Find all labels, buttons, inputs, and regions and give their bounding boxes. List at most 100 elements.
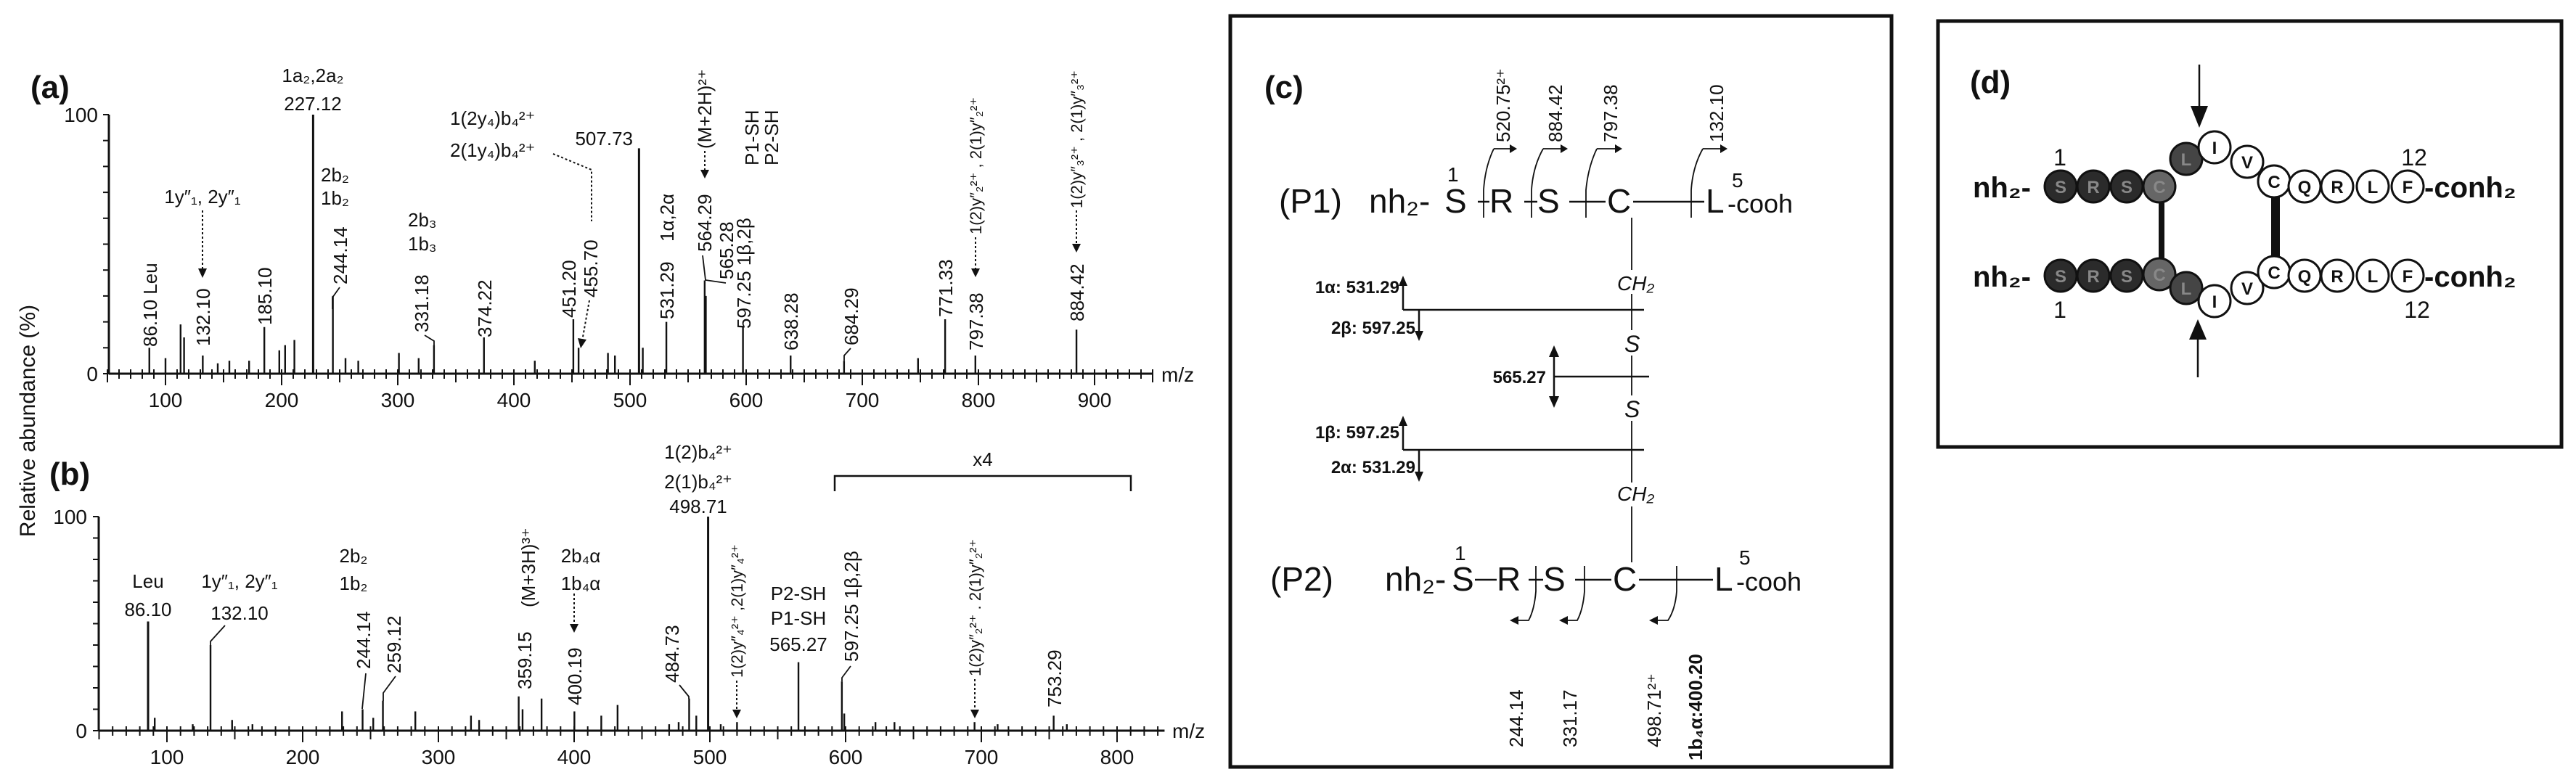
x-tick-label: 100: [149, 389, 183, 411]
bottom-residue-12-letter: F: [2403, 267, 2413, 287]
annotation-771: 771.33: [935, 259, 957, 317]
top-first-index: 1: [2053, 144, 2066, 171]
top-residue-4-circle: [2142, 169, 2177, 204]
annotation-565: 565.28: [716, 221, 737, 279]
cleavage-alpha2: 2α: 531.29: [1331, 458, 1415, 477]
annotation-1b2: 1b₂: [321, 187, 349, 209]
top-residue-1-letter: S: [2055, 178, 2066, 197]
x-tick-label: 700: [846, 389, 880, 411]
arrowhead-icon: [198, 268, 207, 278]
x-tick-label: 800: [962, 389, 996, 411]
annotation-244: 244.14: [353, 611, 375, 669]
annotation-b4-2: 2(1)b₄²⁺: [664, 471, 732, 493]
top-residue-4-letter: C: [2153, 178, 2165, 197]
x-tick-label: 400: [557, 746, 592, 768]
dotted-leader: [552, 153, 592, 221]
arrowhead-icon: [570, 624, 578, 633]
p2-residue-5: L: [1714, 560, 1733, 598]
annotation-p2sh: P2-SH: [771, 583, 827, 604]
panel-label-d: (d): [1970, 65, 2011, 100]
x-tick-label: 300: [381, 389, 415, 411]
bottom-residue-4-circle: [2142, 257, 2177, 292]
p2-fragment-1: 244.14: [1505, 689, 1527, 747]
annotation-2b2: 2b₂: [339, 545, 367, 567]
annotation-597: 597.25 1β,2β: [733, 218, 755, 329]
linker-s-top: S: [1624, 331, 1640, 357]
p2-fragment-2: 331.17: [1559, 689, 1581, 747]
annotation-564: 564.29: [694, 194, 716, 252]
p1-fragment-4: 132.10: [1706, 84, 1727, 142]
p1-fragment-3: 797.38: [1600, 84, 1622, 142]
top-last-index: 12: [2401, 144, 2427, 171]
p1-fragment-arrowheads: [1510, 144, 1727, 153]
annotation-alpha: 1α,2α: [656, 194, 678, 242]
annotation-b4-1: 1(2y₄)b₄²⁺: [450, 107, 535, 129]
p2-fragment-4: 1b₄α:400.20: [1685, 654, 1706, 760]
annotation-455: 455.70: [580, 239, 602, 297]
leader-line: [702, 255, 727, 284]
bottom-cterm: -conh₂: [2424, 261, 2516, 293]
panel-d-peptide-dimer: (d) nh₂- nh₂- -conh₂ -conh₂ 1 12 1 12 S R…: [1936, 19, 2564, 449]
annotation-1b2: 1b₂: [339, 572, 367, 594]
x-axis-label-a: m/z: [1161, 364, 1194, 386]
magnification-bracket: [833, 475, 1132, 491]
p1-fragment-2: 884.42: [1545, 84, 1566, 142]
arrowhead-icon: [1072, 244, 1081, 253]
leader-line: [679, 684, 690, 699]
cleavage-ss: 565.27: [1493, 368, 1546, 387]
bottom-first-index: 1: [2053, 297, 2066, 323]
y-axis-label: Relative abundance (%): [16, 305, 40, 537]
annotation-374: 374.22: [474, 279, 496, 337]
top-residue-2-circle: [2076, 169, 2111, 204]
leader-line: [332, 287, 340, 309]
top-residue-12-letter: F: [2403, 178, 2413, 197]
p1-label: (P1): [1279, 182, 1342, 220]
cleavage-beta1: 1β: 597.25: [1315, 423, 1399, 443]
annotation-b4-2: 2(1y₄)b₄²⁺: [450, 139, 535, 161]
annotation-597: 597.25 1β,2β: [841, 551, 862, 662]
top-nterm: nh₂-: [1973, 172, 2031, 204]
p2-last-index: 5: [1739, 546, 1751, 569]
annotation-498: 498.71: [669, 496, 727, 517]
y-tick-label: 0: [86, 363, 98, 385]
panel-label-c: (c): [1264, 70, 1304, 105]
top-cterm: -conh₂: [2424, 172, 2516, 204]
annotation-132: 132.10: [192, 288, 214, 346]
annotations-b: Leu 86.10 1y″₁, 2y″₁ 132.10 2b₂ 1b₂ 244.…: [124, 441, 1132, 718]
top-residue-3-letter: S: [2121, 178, 2133, 197]
leader-line: [841, 665, 851, 681]
p2-residue-3: S: [1543, 560, 1566, 598]
x-tick-label: 900: [1078, 389, 1112, 411]
bottom-last-index: 12: [2404, 297, 2430, 323]
arrowhead-icon: [578, 338, 586, 348]
p1-cleavage-marks: [1483, 148, 1720, 218]
leader-line: [361, 673, 367, 710]
annotation-331: 331.18: [411, 274, 433, 332]
bottom-residue-9-letter: Q: [2298, 267, 2312, 287]
x-tick-label: 800: [1100, 746, 1134, 768]
cleavage-brackets: [1402, 284, 1649, 473]
p1-residue-3: S: [1537, 182, 1560, 220]
annotation-y4: 1(2)y″₄²⁺ ,2(1)y″₄²⁺: [728, 544, 746, 678]
annotation-1b4a: 1b₄α: [561, 572, 601, 594]
p2-residue-1: S: [1452, 560, 1474, 598]
y-tick-label: 100: [64, 104, 98, 126]
annotation-y1: 1y″₁, 2y″₁: [201, 570, 278, 592]
bottom-nterm: nh₂-: [1973, 261, 2031, 293]
annotation-451: 451.20: [558, 260, 580, 318]
arrow-down-icon: [2191, 106, 2208, 128]
x-tick-label: 500: [693, 746, 727, 768]
annotation-p1sh: P1-SH: [771, 607, 827, 629]
leader-line: [424, 334, 435, 345]
p1-fragment-1: 520.75²⁺: [1492, 68, 1514, 142]
y-tick-label: 100: [53, 506, 87, 528]
annotation-400: 400.19: [564, 647, 586, 705]
panel-label-a: (a): [30, 70, 70, 105]
p2-nterm: nh₂-: [1385, 560, 1446, 598]
arrow-up-icon: [2189, 319, 2207, 340]
top-residue-5-letter: L: [2181, 150, 2192, 170]
p2-cleavage-marks: [1517, 566, 1677, 621]
arrowhead-icon: [732, 710, 741, 718]
p2-label: (P2): [1270, 560, 1333, 598]
